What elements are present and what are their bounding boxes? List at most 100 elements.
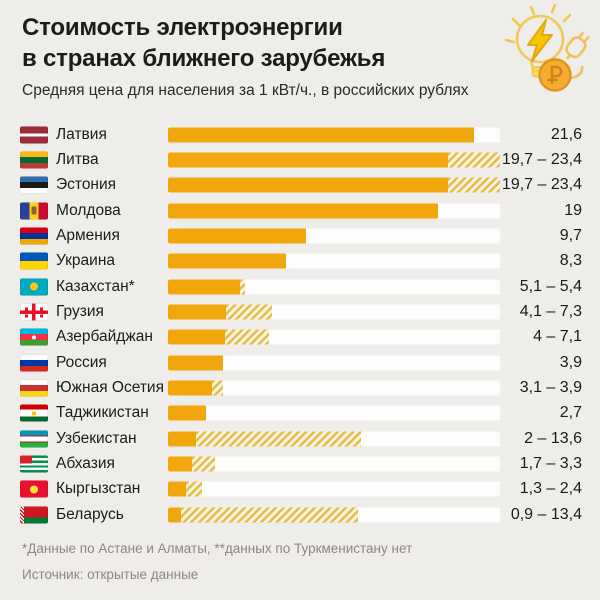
bar-solid <box>168 279 241 295</box>
value-label: 19 <box>564 201 582 219</box>
title-line-1: Стоимость электроэнергии <box>22 14 343 41</box>
light-rays-icon <box>504 4 572 44</box>
bar-solid <box>168 152 448 168</box>
value-label: 1,3 – 2,4 <box>519 480 582 498</box>
bar-track <box>168 127 500 143</box>
country-label: Литва <box>56 151 99 169</box>
chart-row: Литва 19,7 – 23,4 <box>0 147 600 172</box>
chart-row: Армения 9,7 <box>0 223 600 248</box>
bar-track <box>168 329 500 345</box>
ruble-sign-icon <box>547 65 563 85</box>
tj-flag-icon <box>20 404 48 422</box>
bar-track <box>168 177 500 193</box>
chart-row: Казахстан* 5,1 – 5,4 <box>0 274 600 299</box>
value-label: 0,9 – 13,4 <box>510 505 582 523</box>
country-label: Эстония <box>56 176 117 194</box>
value-label: 9,7 <box>559 227 582 245</box>
lightning-bolt-icon <box>527 19 553 62</box>
uz-flag-icon <box>20 430 48 448</box>
bar-solid <box>168 304 227 320</box>
bar-solid <box>168 380 212 396</box>
by-flag-icon <box>20 506 48 524</box>
bar-track <box>168 304 500 320</box>
chart-row: Абхазия 1,7 – 3,3 <box>0 451 600 476</box>
value-label: 3,1 – 3,9 <box>519 379 582 397</box>
chart-row: Беларусь 0,9 – 13,4 <box>0 502 600 527</box>
bar-track <box>168 203 500 219</box>
lightbulb-lightning-plug-ruble-icon <box>504 4 590 92</box>
ru-flag-icon <box>20 354 48 372</box>
chart-row: Эстония 19,7 – 23,4 <box>0 173 600 198</box>
value-label: 2,7 <box>559 404 582 422</box>
md-flag-icon <box>20 202 48 220</box>
country-label: Абхазия <box>56 455 115 473</box>
bar-track <box>168 481 500 497</box>
country-label: Казахстан* <box>56 277 135 295</box>
bar-range-hatch <box>192 456 215 472</box>
bar-track <box>168 152 500 168</box>
value-label: 1,7 – 3,3 <box>519 455 582 473</box>
plug-icon <box>565 31 590 60</box>
value-label: 21,6 <box>550 125 582 143</box>
country-label: Южная Осетия <box>56 379 164 397</box>
country-label: Армения <box>56 227 120 245</box>
bar-range-hatch <box>196 431 361 447</box>
lt-flag-icon <box>20 151 48 169</box>
value-label: 19,7 – 23,4 <box>501 176 582 194</box>
value-label: 8,3 <box>559 252 582 270</box>
title-line-2: в странах ближнего зарубежья <box>22 45 386 72</box>
os-flag-icon <box>20 379 48 397</box>
bar-track <box>168 355 500 371</box>
page-subtitle: Средняя цена для населения за 1 кВт/ч., … <box>22 82 469 99</box>
bar-solid <box>168 456 193 472</box>
az-flag-icon <box>20 328 48 346</box>
bar-track <box>168 405 500 421</box>
bar-track <box>168 253 500 269</box>
bar-range-hatch <box>186 481 203 497</box>
chart-row: Южная Осетия 3,1 – 3,9 <box>0 375 600 400</box>
footnote: *Данные по Астане и Алматы, **данных по … <box>22 541 413 556</box>
bar-range-hatch <box>240 279 245 295</box>
country-label: Узбекистан <box>56 429 137 447</box>
ua-flag-icon <box>20 252 48 270</box>
chart-row: Украина 8,3 <box>0 249 600 274</box>
bar-track <box>168 279 500 295</box>
bar-range-hatch <box>447 152 500 168</box>
value-label: 3,9 <box>559 353 582 371</box>
bar-range-hatch <box>180 507 359 523</box>
source-label: Источник: открытые данные <box>22 567 199 582</box>
bar-solid <box>168 228 306 244</box>
ge-flag-icon <box>20 303 48 321</box>
value-label: 4,1 – 7,3 <box>519 303 582 321</box>
chart-row: Грузия 4,1 – 7,3 <box>0 299 600 324</box>
ee-flag-icon <box>20 176 48 194</box>
chart-row: Азербайджан 4 – 7,1 <box>0 325 600 350</box>
bar-range-hatch <box>211 380 224 396</box>
kz-flag-icon <box>20 278 48 296</box>
bar-solid <box>168 127 475 143</box>
bar-solid <box>168 253 286 269</box>
bar-track <box>168 380 500 396</box>
chart-row: Узбекистан 2 – 13,6 <box>0 426 600 451</box>
bar-solid <box>168 431 197 447</box>
bar-solid <box>168 507 181 523</box>
bulb-glass-icon <box>515 14 565 64</box>
lv-flag-icon <box>20 126 48 144</box>
bar-track <box>168 431 500 447</box>
chart-rows: Латвия 21,6 Литва 19,7 – 23,4 Эстония 19,7 – … <box>0 122 600 528</box>
country-label: Латвия <box>56 125 107 143</box>
bar-solid <box>168 203 438 219</box>
ab-flag-icon <box>20 455 48 473</box>
bar-track <box>168 507 500 523</box>
bar-range-hatch <box>226 304 272 320</box>
value-label: 19,7 – 23,4 <box>501 151 582 169</box>
chart-row: Кыргызстан 1,3 – 2,4 <box>0 477 600 502</box>
country-label: Грузия <box>56 303 104 321</box>
bar-range-hatch <box>447 177 500 193</box>
bar-range-hatch <box>224 329 269 345</box>
chart-row: Молдова 19 <box>0 198 600 223</box>
country-label: Украина <box>56 252 116 270</box>
chart-row: Латвия 21,6 <box>0 122 600 147</box>
chart-row: Россия 3,9 <box>0 350 600 375</box>
